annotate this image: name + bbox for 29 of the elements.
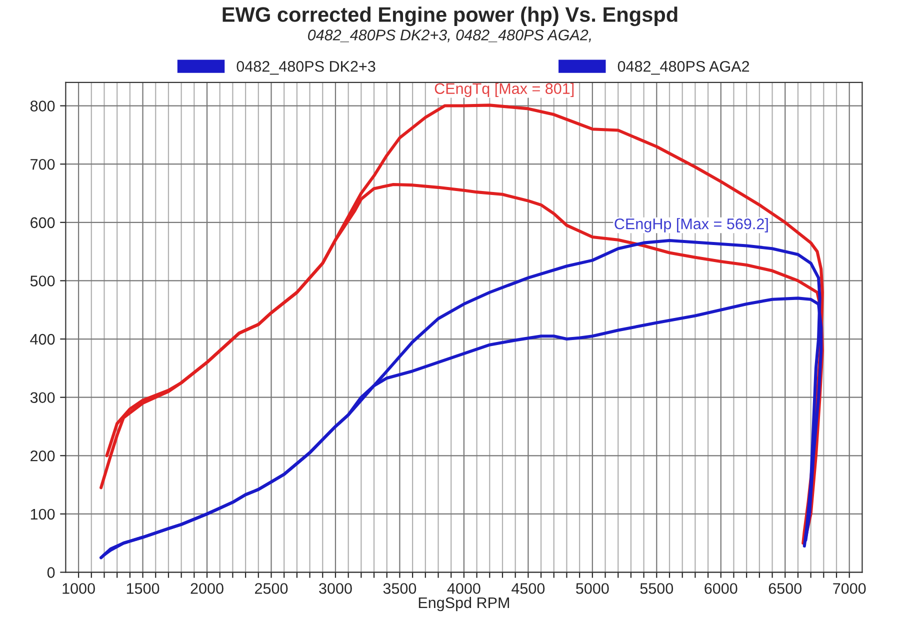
x-tick-label: 5500 <box>640 583 674 594</box>
chart-title: EWG corrected Engine power (hp) Vs. Engspd <box>222 6 678 26</box>
x-tick-label: 3000 <box>319 583 352 594</box>
y-tick-label: 100 <box>30 508 55 520</box>
y-tick-label: 300 <box>30 392 55 404</box>
x-tick-label: 3500 <box>383 583 416 594</box>
x-tick-label: 1500 <box>126 583 160 594</box>
x-tick-label: 2000 <box>190 583 224 594</box>
y-tick-label: 800 <box>30 100 55 112</box>
y-tick-label: 400 <box>30 334 55 345</box>
x-tick-label: 2500 <box>255 583 288 594</box>
y-tick-label: 500 <box>30 276 55 286</box>
y-tick-label: 600 <box>30 217 55 228</box>
x-axis-title: EngSpd RPM <box>418 596 509 612</box>
y-tick-label: 200 <box>30 450 55 462</box>
y-tick-label: 0 <box>47 567 55 578</box>
x-tick-label: 4500 <box>512 583 545 594</box>
chart-subtitle: 0482_480PS DK2+3, 0482_480PS AGA2, <box>308 30 591 42</box>
annotation: CEngTq [Max = 801] <box>434 82 574 98</box>
annotation: CEngHp [Max = 569.2] <box>614 218 768 232</box>
x-tick-label: 6500 <box>768 583 802 594</box>
y-tick-label: 700 <box>30 158 55 170</box>
x-tick-label: 7000 <box>833 583 866 594</box>
x-tick-label: 5000 <box>576 583 609 594</box>
legend-label: 0482_480PS DK2+3 <box>236 60 376 75</box>
x-tick-label: 1000 <box>62 583 95 594</box>
x-tick-label: 6000 <box>704 583 738 594</box>
x-tick-label: 4000 <box>447 583 480 594</box>
legend-label: 0482_480PS AGA2 <box>618 60 750 75</box>
